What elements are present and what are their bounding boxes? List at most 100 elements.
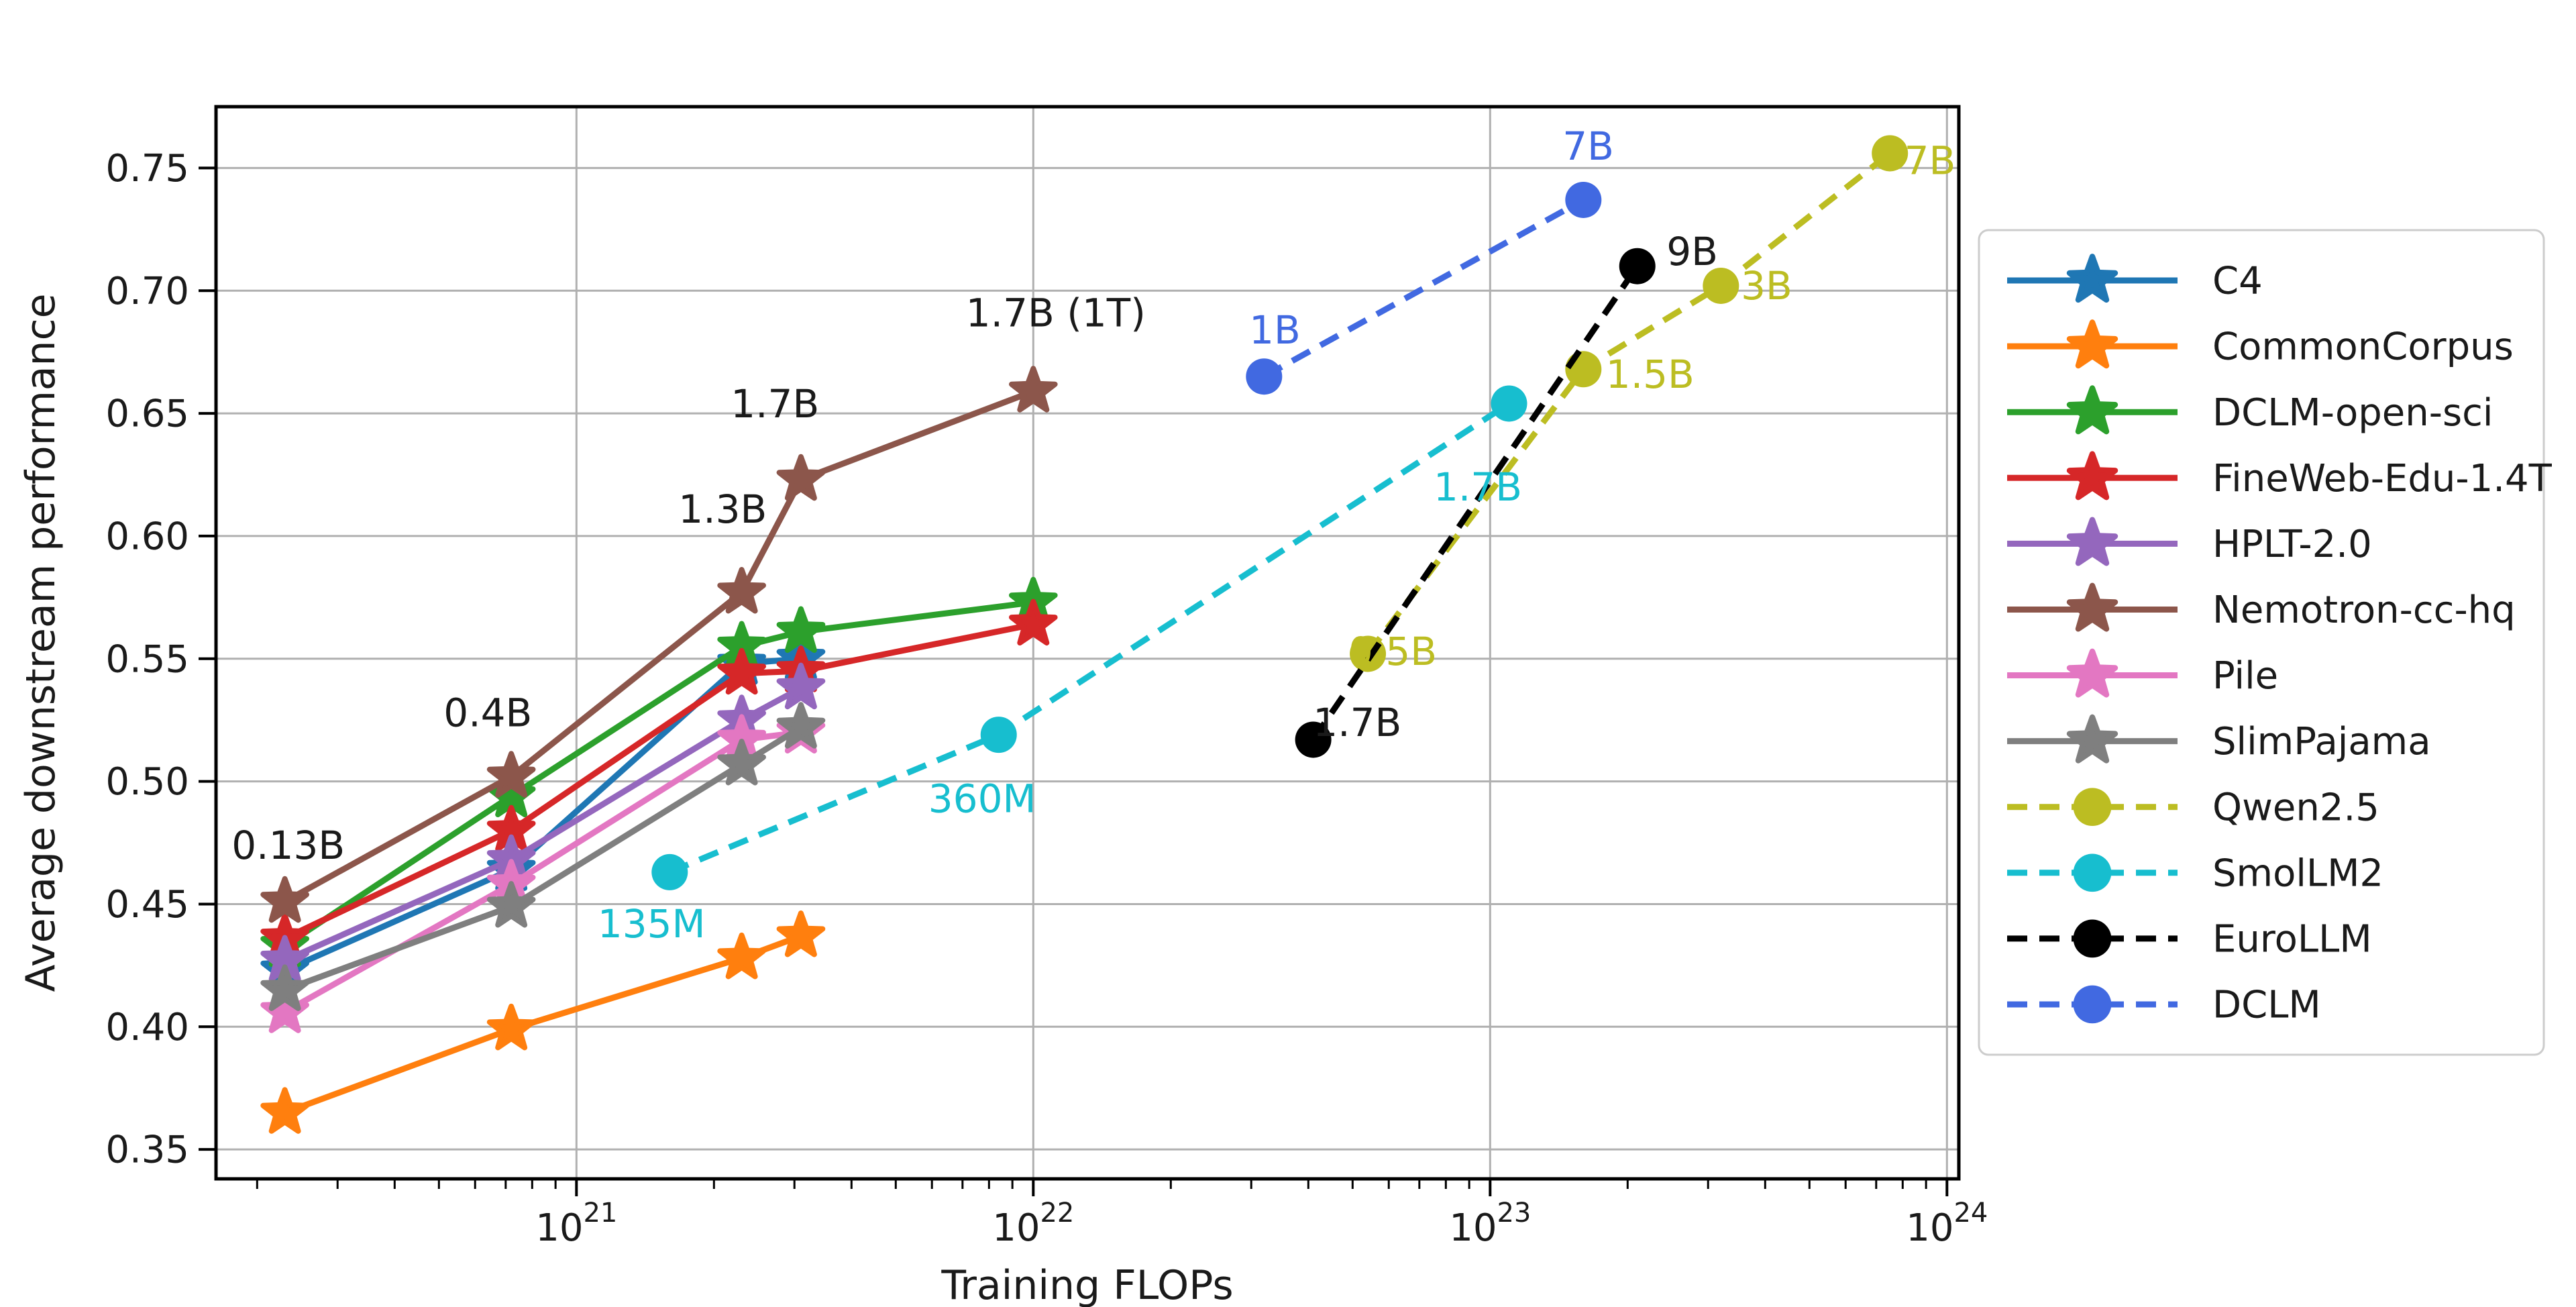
series-layer bbox=[260, 135, 1909, 1134]
y-tick-label: 0.75 bbox=[105, 147, 189, 191]
data-point-DCLM bbox=[1565, 181, 1602, 218]
data-point-DCLM-open-sci bbox=[776, 606, 826, 654]
data-point-SmolLM2 bbox=[1491, 385, 1527, 422]
legend-marker-DCLM-open-sci bbox=[2066, 385, 2118, 435]
y-tick-label: 0.40 bbox=[105, 1006, 189, 1049]
data-point-Qwen2.5 bbox=[1703, 267, 1739, 304]
series-line-CommonCorpus bbox=[284, 933, 802, 1116]
legend-item-SmolLM2: SmolLM2 bbox=[2007, 851, 2383, 895]
data-point-DCLM bbox=[1246, 358, 1283, 395]
data-point-CommonCorpus bbox=[717, 932, 766, 980]
legend-item-FineWeb-Edu-1.4T: FineWeb-Edu-1.4T bbox=[2007, 451, 2553, 501]
data-point-Pile bbox=[260, 986, 309, 1033]
annotation-9B: 9B bbox=[1666, 229, 1718, 274]
legend-item-DCLM: DCLM bbox=[2007, 984, 2321, 1027]
data-point-SlimPajama bbox=[260, 964, 309, 1011]
data-point-Qwen2.5 bbox=[1872, 135, 1909, 172]
annotation-0.5B: 0.5B bbox=[1348, 629, 1437, 674]
legend-label-C4: C4 bbox=[2212, 260, 2263, 303]
legend-marker-EuroLLM bbox=[2073, 919, 2112, 958]
series-DCLM bbox=[1246, 181, 1602, 395]
data-point-CommonCorpus bbox=[486, 1003, 536, 1051]
y-tick-label: 0.35 bbox=[105, 1129, 189, 1172]
legend-item-C4: C4 bbox=[2007, 254, 2263, 303]
series-line-HPLT-2.0 bbox=[283, 685, 803, 963]
x-tick-label: 1023 bbox=[1449, 1198, 1531, 1250]
data-point-FineWeb-Edu-1.4T bbox=[717, 647, 766, 695]
legend-item-Nemotron-cc-hq: Nemotron-cc-hq bbox=[2007, 582, 2516, 632]
data-point-EuroLLM bbox=[1295, 721, 1332, 758]
legend-marker-Nemotron-cc-hq bbox=[2066, 582, 2118, 632]
y-tick-label: 0.70 bbox=[105, 270, 189, 313]
legend-marker-DCLM bbox=[2073, 985, 2112, 1024]
legend-item-Qwen2.5: Qwen2.5 bbox=[2007, 786, 2379, 829]
series-line-C4 bbox=[283, 656, 802, 974]
legend-label-Nemotron-cc-hq: Nemotron-cc-hq bbox=[2212, 588, 2516, 632]
annotation-135M: 135M bbox=[598, 901, 706, 947]
data-point-Qwen2.5 bbox=[1565, 351, 1602, 388]
data-point-CommonCorpus bbox=[776, 910, 826, 957]
data-point-SlimPajama bbox=[486, 881, 536, 928]
legend-marker-HPLT-2.0 bbox=[2066, 517, 2118, 566]
x-tick-label: 1021 bbox=[535, 1198, 617, 1250]
series-line-SlimPajama bbox=[284, 725, 803, 993]
legend-box bbox=[1978, 229, 2545, 1056]
annotation-1.7B: 1.7B bbox=[731, 381, 819, 427]
data-point-Nemotron-cc-hq bbox=[717, 567, 766, 614]
data-point-Nemotron-cc-hq bbox=[776, 454, 826, 501]
legend-item-EuroLLM: EuroLLM bbox=[2007, 917, 2372, 961]
series-line-DCLM bbox=[1263, 197, 1585, 380]
data-point-EuroLLM bbox=[1619, 248, 1656, 284]
data-point-SmolLM2 bbox=[651, 853, 688, 890]
annotation-0.13B: 0.13B bbox=[231, 823, 345, 868]
data-point-FineWeb-Edu-1.4T bbox=[1009, 598, 1058, 646]
annotation-layer: 0.13B 0.4B 1.3B 1.7B 1.7B (1T) 9B 1.7B 1B 7B 0.5B… bbox=[231, 123, 1955, 947]
y-tick-label: 0.50 bbox=[105, 760, 189, 804]
annotation-1.3B: 1.3B bbox=[678, 486, 767, 532]
y-axis-title: Average downstream performance bbox=[17, 294, 64, 992]
y-tick-label: 0.65 bbox=[105, 393, 189, 436]
annotation-1B: 1B bbox=[1249, 307, 1301, 353]
legend-marker-CommonCorpus bbox=[2066, 319, 2118, 369]
series-SmolLM2 bbox=[651, 385, 1527, 890]
x-axis-title: Training FLOPs bbox=[941, 1262, 1233, 1307]
legend-marker-SlimPajama bbox=[2066, 714, 2118, 764]
legend-marker-FineWeb-Edu-1.4T bbox=[2066, 451, 2118, 501]
annotation-7B: 7B bbox=[1904, 138, 1956, 184]
legend-label-Pile: Pile bbox=[2212, 654, 2278, 698]
series-SlimPajama bbox=[260, 702, 826, 1011]
series-CommonCorpus bbox=[260, 910, 826, 1134]
legend-label-HPLT-2.0: HPLT-2.0 bbox=[2212, 523, 2372, 566]
legend-label-SmolLM2: SmolLM2 bbox=[2212, 851, 2383, 895]
legend-item-SlimPajama: SlimPajama bbox=[2007, 714, 2431, 764]
annotation-1.7B: 1.7B bbox=[1434, 464, 1522, 510]
series-line-Qwen2.5 bbox=[1365, 150, 1892, 656]
legend-marker-Pile bbox=[2066, 648, 2118, 698]
legend-label-EuroLLM: EuroLLM bbox=[2212, 917, 2372, 961]
annotation-1.7B: 1.7B bbox=[1313, 700, 1401, 745]
legend-item-HPLT-2.0: HPLT-2.0 bbox=[2007, 517, 2372, 566]
legend-marker-C4 bbox=[2066, 254, 2118, 303]
legend-label-DCLM-open-sci: DCLM-open-sci bbox=[2212, 391, 2493, 435]
data-point-SmolLM2 bbox=[980, 717, 1017, 753]
legend-label-SlimPajama: SlimPajama bbox=[2212, 720, 2431, 764]
series-EuroLLM bbox=[1295, 248, 1656, 758]
series-Nemotron-cc-hq bbox=[260, 366, 1058, 923]
axes-spines bbox=[214, 105, 1961, 1181]
data-point-CommonCorpus bbox=[260, 1087, 309, 1134]
annotation-1.5B: 1.5B bbox=[1606, 352, 1695, 397]
legend-item-DCLM-open-sci: DCLM-open-sci bbox=[2007, 385, 2493, 435]
annotation-3B: 3B bbox=[1741, 263, 1792, 309]
data-point-SlimPajama bbox=[717, 739, 766, 786]
data-point-Nemotron-cc-hq bbox=[260, 876, 309, 923]
legend-label-FineWeb-Edu-1.4T: FineWeb-Edu-1.4T bbox=[2212, 457, 2553, 501]
x-tick-label: 1022 bbox=[992, 1198, 1074, 1250]
legend-label-CommonCorpus: CommonCorpus bbox=[2212, 325, 2514, 369]
legend: C4 CommonCorpus DCLM-open-sci FineWeb-Edu-1… bbox=[1978, 229, 2553, 1056]
x-tick-label: 1024 bbox=[1906, 1198, 1988, 1250]
y-tick-label: 0.60 bbox=[105, 515, 189, 559]
data-point-Nemotron-cc-hq bbox=[1009, 366, 1058, 413]
annotation-0.4B: 0.4B bbox=[443, 690, 532, 736]
y-tick-label: 0.45 bbox=[105, 883, 189, 927]
